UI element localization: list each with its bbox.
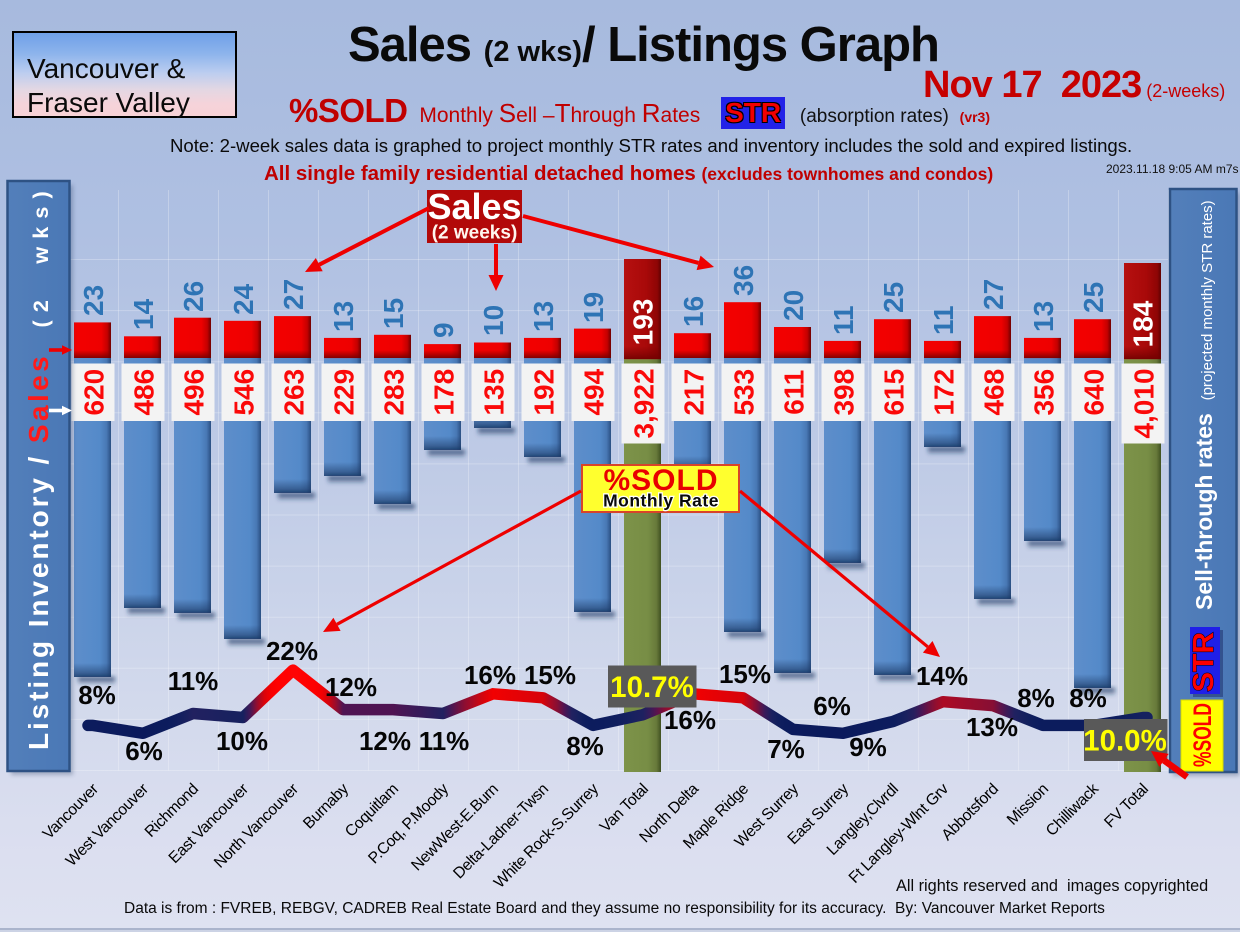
svg-text:283: 283 bbox=[379, 369, 410, 416]
svg-text:135: 135 bbox=[479, 369, 510, 416]
svg-text:11: 11 bbox=[928, 305, 959, 335]
svg-text:16%: 16% bbox=[464, 660, 516, 690]
svg-text:4,010: 4,010 bbox=[1129, 368, 1160, 438]
svg-text:12%: 12% bbox=[359, 726, 411, 756]
svg-text:27: 27 bbox=[278, 279, 309, 310]
svg-text:9: 9 bbox=[428, 322, 459, 338]
svg-text:(2 weeks): (2 weeks) bbox=[432, 223, 518, 244]
svg-text:19: 19 bbox=[578, 292, 609, 323]
svg-text:North Vancouver: North Vancouver bbox=[211, 781, 302, 872]
svg-text:22%: 22% bbox=[266, 636, 318, 666]
svg-text:FV Total: FV Total bbox=[1101, 781, 1152, 832]
svg-text:14%: 14% bbox=[916, 661, 968, 691]
svg-text:217: 217 bbox=[679, 369, 710, 416]
svg-text:263: 263 bbox=[279, 369, 310, 416]
svg-text:468: 468 bbox=[979, 369, 1010, 416]
svg-text:640: 640 bbox=[1079, 369, 1110, 416]
svg-text:Sales: Sales bbox=[427, 186, 521, 227]
svg-text:24: 24 bbox=[228, 283, 259, 315]
svg-text:25: 25 bbox=[1078, 282, 1109, 313]
svg-text:Listing Inventory / Sales (2: Listing Inventory / Sales (2 wks) bbox=[23, 183, 54, 750]
svg-text:16%: 16% bbox=[664, 705, 716, 735]
svg-text:13: 13 bbox=[328, 301, 359, 332]
svg-text:15: 15 bbox=[378, 298, 409, 329]
svg-text:8%: 8% bbox=[1069, 683, 1107, 713]
svg-text:NewWest-E.Burn: NewWest-E.Burn bbox=[408, 781, 502, 875]
svg-text:6%: 6% bbox=[813, 691, 851, 721]
svg-text:%SOLD: %SOLD bbox=[603, 464, 718, 497]
svg-text:486: 486 bbox=[129, 369, 160, 416]
svg-text:10.7%: 10.7% bbox=[610, 671, 694, 704]
svg-text:Ft Langley-Wlnt Grv: Ft Langley-Wlnt Grv bbox=[846, 780, 952, 886]
svg-text:11%: 11% bbox=[168, 666, 219, 696]
svg-text:8%: 8% bbox=[1017, 683, 1055, 713]
svg-text:193: 193 bbox=[628, 299, 659, 346]
svg-text:496: 496 bbox=[179, 369, 210, 416]
svg-text:494: 494 bbox=[579, 368, 610, 415]
svg-text:7%: 7% bbox=[767, 734, 805, 764]
svg-text:Chilliwack: Chilliwack bbox=[1043, 780, 1102, 839]
svg-text:172: 172 bbox=[929, 369, 960, 416]
svg-text:Delta-Ladner-Twsn: Delta-Ladner-Twsn bbox=[450, 781, 552, 883]
svg-text:26: 26 bbox=[178, 281, 209, 312]
svg-text:611: 611 bbox=[779, 370, 810, 415]
svg-text:12%: 12% bbox=[325, 672, 377, 702]
svg-text:620: 620 bbox=[79, 369, 110, 416]
svg-text:%SOLD: %SOLD bbox=[1189, 703, 1217, 767]
svg-text:Monthly Rate: Monthly Rate bbox=[603, 491, 719, 511]
svg-text:3,922: 3,922 bbox=[629, 368, 660, 438]
svg-text:25: 25 bbox=[878, 282, 909, 313]
svg-text:9%: 9% bbox=[849, 732, 887, 762]
svg-text:8%: 8% bbox=[78, 680, 116, 710]
svg-text:23: 23 bbox=[78, 285, 109, 316]
svg-text:8%: 8% bbox=[566, 731, 604, 761]
svg-text:15%: 15% bbox=[719, 659, 771, 689]
svg-text:192: 192 bbox=[529, 369, 560, 416]
svg-text:Mission: Mission bbox=[1004, 781, 1052, 829]
svg-text:10: 10 bbox=[478, 305, 509, 336]
svg-text:13%: 13% bbox=[966, 712, 1018, 742]
svg-text:16: 16 bbox=[678, 296, 709, 327]
svg-text:36: 36 bbox=[728, 265, 759, 296]
svg-text:615: 615 bbox=[879, 369, 910, 416]
svg-text:229: 229 bbox=[329, 369, 360, 416]
svg-text:184: 184 bbox=[1128, 300, 1159, 347]
svg-text:178: 178 bbox=[429, 369, 460, 416]
svg-text:13: 13 bbox=[528, 301, 559, 332]
svg-text:STR: STR bbox=[1188, 632, 1220, 692]
svg-text:356: 356 bbox=[1029, 369, 1060, 416]
svg-text:14: 14 bbox=[128, 298, 159, 330]
svg-text:13: 13 bbox=[1028, 301, 1059, 332]
svg-text:398: 398 bbox=[829, 369, 860, 416]
svg-text:15%: 15% bbox=[524, 660, 576, 690]
svg-text:11%: 11% bbox=[419, 726, 470, 756]
svg-text:27: 27 bbox=[978, 279, 1009, 310]
svg-text:533: 533 bbox=[729, 369, 760, 416]
svg-text:546: 546 bbox=[229, 369, 260, 416]
svg-text:10%: 10% bbox=[216, 726, 268, 756]
svg-text:Burnaby: Burnaby bbox=[300, 780, 352, 832]
svg-text:11: 11 bbox=[828, 305, 859, 335]
svg-text:6%: 6% bbox=[125, 736, 163, 766]
svg-text:20: 20 bbox=[778, 290, 809, 321]
